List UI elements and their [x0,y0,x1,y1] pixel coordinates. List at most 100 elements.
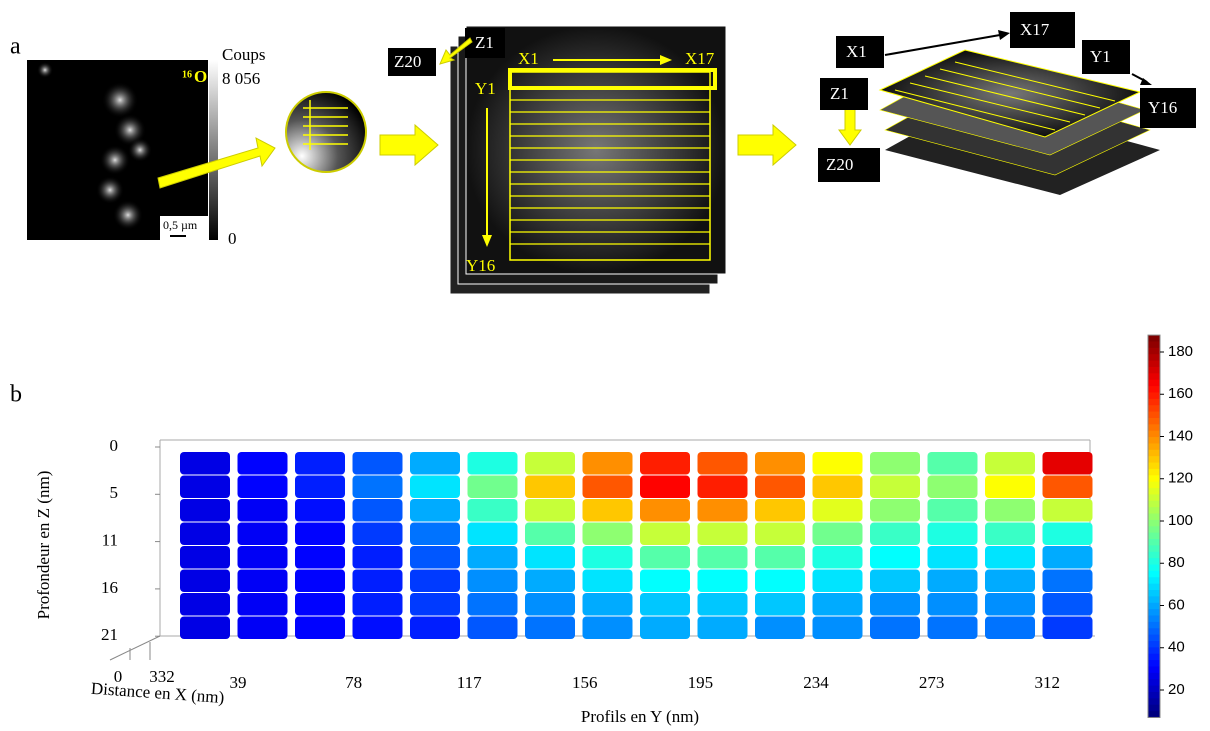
profile-cell [870,546,920,569]
profile-cell [755,593,805,616]
profile-cell [1042,616,1093,639]
profile-cell [410,569,460,592]
plane-z-start: Z1 [830,84,849,103]
panel-label: a [10,34,21,60]
colorbar-step [1148,443,1160,451]
profile-cell [985,546,1035,569]
profile-cell [582,546,633,569]
intensity-bar [209,60,218,240]
profile-cell [812,569,863,592]
profile-cell [870,475,920,498]
profile-cell [640,475,690,498]
colorbar-step [1148,405,1160,413]
profile-cell [180,616,230,639]
profile-cell [467,616,518,639]
colorbar-step [1148,507,1160,515]
colorbar-tick-label: 140 [1168,427,1193,444]
colorbar-step [1148,583,1160,591]
profile-cell [870,499,920,522]
profile-cell [410,616,460,639]
profile-cell [812,616,863,639]
profile-cell [812,522,863,545]
colorbar-step [1148,519,1160,527]
profile-cell [295,499,345,522]
colorbar-step [1148,360,1160,368]
profile-cell [295,616,345,639]
stack-x-end: X17 [685,49,715,68]
profile-cell [352,522,403,545]
profile-cell [410,593,460,616]
colorbar-step [1148,354,1160,362]
profile-cell [237,569,288,592]
profile-cell [640,546,690,569]
colorbar-tick-label: 20 [1168,681,1185,698]
colorbar-min: 0 [228,229,237,248]
colorbar-step [1148,379,1160,387]
profile-cell [985,522,1035,545]
profile-cell [870,616,920,639]
profile-cell [237,452,288,475]
colorbar-tick-label: 80 [1168,554,1185,571]
colorbar-step [1148,468,1160,476]
stack-y-start: Y1 [475,79,496,98]
colorbar-tick-label: 100 [1168,512,1193,529]
profile-cell [985,475,1035,498]
colorbar-step [1148,494,1160,502]
profile-cell [927,616,978,639]
colorbar-step [1148,615,1160,623]
stack-y-end: Y16 [466,256,495,275]
colorbar-step [1148,653,1160,661]
colorbar-step [1148,634,1160,642]
colorbar-tick-label: 120 [1168,470,1193,487]
profile-cell [410,475,460,498]
profile-cell [985,499,1035,522]
colorbar-step [1148,698,1160,706]
profile-cell [525,616,575,639]
profile-tick-label: 234 [803,673,829,692]
profile-cell [697,546,748,569]
colorbar-step [1148,462,1160,470]
profile-cell [870,569,920,592]
profile-cell [525,475,575,498]
profile-cell [755,452,805,475]
profile-cell [467,522,518,545]
profile-cell [180,475,230,498]
stack-x-start: X1 [518,49,539,68]
isotope-symbol: O [194,67,207,86]
plane-x-start: X1 [846,42,867,61]
profile-cell [525,499,575,522]
colorbar-step [1148,711,1160,718]
colorbar-step [1148,398,1160,406]
colorbar-step [1148,366,1160,374]
profile-cell [697,616,748,639]
colorbar-frame [1147,334,1161,718]
profile-tick-label: 39 [230,673,247,692]
stack-z-start: Z1 [475,33,494,52]
profile-cell [870,522,920,545]
profile-tick-label: 273 [919,673,945,692]
profile-cell [525,546,575,569]
profile-cell [180,499,230,522]
profile-cell [640,499,690,522]
profile-cell [697,452,748,475]
arrow [379,123,439,167]
profile-cell [755,499,805,522]
profile-cell [237,499,288,522]
colorbar-step [1148,526,1160,534]
profile-cell [410,452,460,475]
colorbar-title: Coups [222,45,265,64]
profile-cell [640,569,690,592]
profile-cell [180,522,230,545]
colorbar-step [1148,558,1160,566]
colorbar-step [1148,456,1160,464]
profile-cell [410,546,460,569]
profile-cell [180,569,230,592]
profile-cell [352,616,403,639]
colorbar-tick-label: 180 [1168,343,1193,360]
profile-cell [812,546,863,569]
colorbar-step [1148,341,1160,349]
profile-cell [467,499,518,522]
y-tick-label: 16 [101,578,118,597]
profile-cell [985,616,1035,639]
profile-cell [755,616,805,639]
